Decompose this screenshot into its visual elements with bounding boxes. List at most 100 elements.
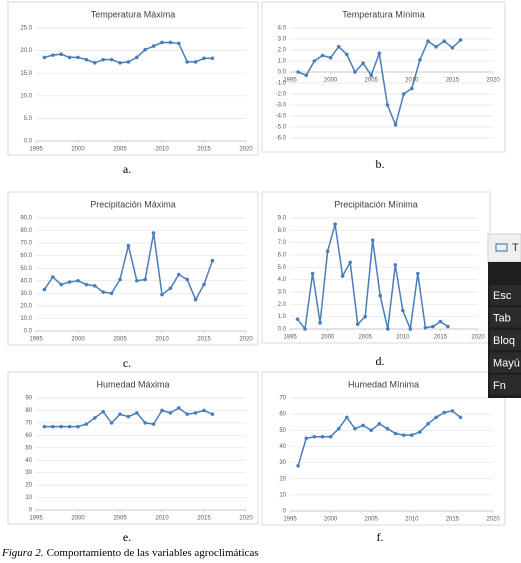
data-point [385,103,390,107]
chart-title: Temperatura Máxima [91,9,176,19]
key-label: Mayú [493,357,520,369]
data-point [423,325,428,330]
keyboard-title: T [512,242,519,254]
data-point [193,411,198,415]
x-tick-label: 2000 [71,337,85,343]
data-point [177,406,181,410]
y-tick-label: 40.0 [20,278,32,284]
data-point [109,421,114,425]
data-point [202,282,206,287]
data-point [401,308,405,313]
y-tick-label: 10 [25,495,32,501]
data-point [84,282,89,287]
data-point [458,38,463,42]
data-point [295,317,300,321]
data-point [67,280,72,284]
data-point [318,321,322,325]
data-point [312,434,317,439]
x-tick-label: 1995 [29,516,43,522]
x-tick-label: 2005 [113,516,127,522]
y-tick-label: 30 [25,470,32,476]
key [490,307,521,328]
data-point [345,415,349,420]
x-tick-label: 2020 [239,516,253,522]
chart-title: Humedad Mínima [348,379,419,389]
data-point [76,55,80,60]
data-point [345,52,349,57]
data-point [67,55,72,60]
data-point [51,275,55,279]
data-point [378,293,383,298]
caption-label: Figura 2. [1,547,44,559]
chart-title: Precipitación Mínima [334,199,418,209]
x-tick-label: 2015 [197,147,211,153]
data-point [296,70,300,74]
data-point [109,57,114,62]
data-point [135,278,139,283]
y-tick-label: 50 [279,428,286,434]
data-point [304,73,309,78]
data-point [438,319,443,324]
data-point [442,410,447,415]
y-tick-label: 8.0 [278,228,287,234]
data-point [143,47,147,52]
y-tick-label: 20 [279,476,286,482]
data-point [401,433,406,437]
y-tick-label: 7.0 [278,240,287,246]
data-point [118,61,122,65]
data-point [42,424,47,429]
key [490,285,521,305]
key-label: Tab [493,312,511,324]
data-point [442,39,447,43]
data-point [434,44,438,49]
y-tick-label: 20 [25,483,32,489]
data-point [361,423,365,428]
y-tick-label: 4.0 [278,26,287,32]
chart-title: Precipitación Máxima [90,199,176,209]
data-point [434,415,438,420]
y-tick-label: 25.0 [20,26,32,32]
y-tick-label: 20.0 [20,48,32,54]
data-point [84,57,89,62]
data-point [126,243,131,248]
data-point [410,86,414,91]
x-tick-label: 2015 [446,78,460,84]
data-point [353,426,357,431]
x-tick-label: 2015 [434,335,448,341]
key [490,352,521,373]
data-point [151,44,156,48]
y-tick-label: 9.0 [278,216,287,222]
x-tick-label: 2010 [405,78,419,84]
data-point [426,422,430,426]
data-point [296,464,300,468]
y-tick-label: 80.0 [20,228,32,234]
y-tick-label: 4.0 [278,277,287,283]
data-point [59,282,63,287]
x-tick-label: 2000 [71,147,85,153]
data-point [370,238,375,242]
key-label: Fn [493,380,506,392]
y-tick-label: 0.0 [278,327,287,333]
y-tick-label: -5.0 [276,125,287,131]
y-tick-label: -3.0 [276,103,287,109]
data-point [385,327,390,331]
y-tick-label: 1.0 [278,59,287,65]
y-tick-label: 0.0 [24,139,33,145]
data-point [304,436,309,441]
data-point [168,286,173,291]
data-point [385,426,390,431]
key [490,375,521,395]
data-point [210,56,215,61]
data-point [177,272,181,277]
data-point [450,46,455,50]
data-point [393,431,398,436]
chart-title: Humedad Máxima [96,379,169,389]
x-tick-label: 2000 [324,517,338,523]
data-point [408,327,413,331]
data-point [185,277,189,282]
data-point [126,60,131,64]
data-point [109,291,114,296]
data-point [361,61,365,65]
data-point [101,57,105,62]
data-point [333,222,337,226]
